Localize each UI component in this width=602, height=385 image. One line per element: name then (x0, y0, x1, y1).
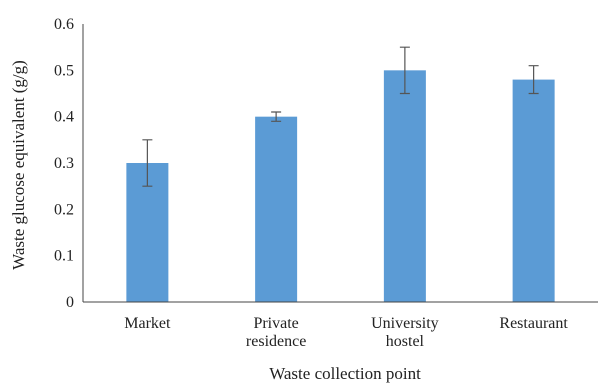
y-tick-label: 0.3 (54, 155, 74, 172)
error-bar (528, 65, 539, 95)
category-label: University hostel (371, 315, 439, 350)
bar (255, 116, 298, 303)
y-tick-label: 0.6 (54, 16, 74, 33)
error-bar (271, 111, 282, 122)
error-bars (142, 46, 539, 187)
category-label: Market (124, 315, 171, 332)
y-tick-labels: 0 0.1 0.2 0.3 0.4 0.5 0.6 (54, 16, 74, 311)
y-tick-label: 0.4 (54, 109, 74, 126)
bar (512, 79, 555, 302)
bar (383, 70, 426, 302)
x-axis-title: Waste collection point (269, 364, 421, 383)
y-tick-label: 0 (66, 294, 74, 311)
error-bar (399, 46, 410, 95)
y-axis-title: Waste glucose equivalent (g/g) (9, 60, 28, 270)
bars (126, 70, 555, 303)
y-tick-label: 0.5 (54, 62, 74, 79)
category-label: Private residence (246, 315, 306, 350)
category-label: Restaurant (499, 315, 568, 332)
error-bar (142, 139, 153, 187)
y-tick-label: 0.2 (54, 201, 74, 218)
y-tick-label: 0.1 (54, 248, 74, 265)
category-labels: Market Private residence University hostel Re… (124, 315, 568, 350)
